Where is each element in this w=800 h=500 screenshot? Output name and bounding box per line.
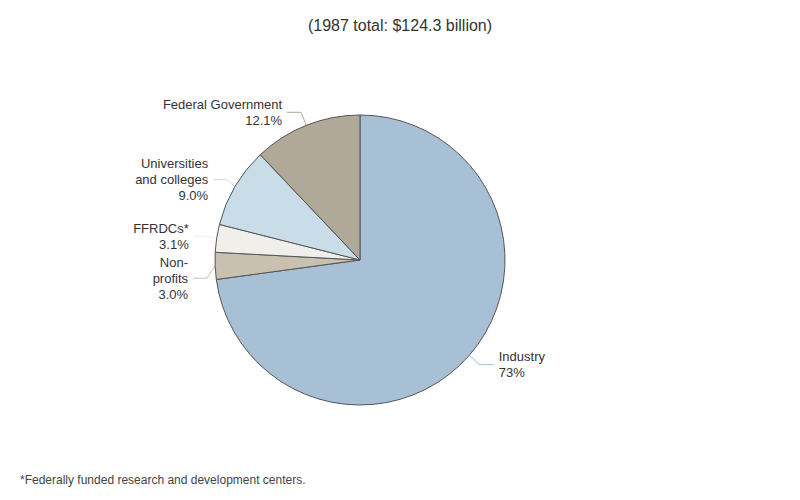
svg-text:*Federally funded research and: *Federally funded research and developme… xyxy=(20,473,306,487)
svg-text:Industry: Industry xyxy=(499,349,546,364)
svg-text:Universities: Universities xyxy=(141,156,209,171)
svg-text:Non-: Non- xyxy=(160,255,188,270)
svg-text:FFRDCs*: FFRDCs* xyxy=(133,221,189,236)
svg-text:12.1%: 12.1% xyxy=(245,113,282,128)
svg-text:and colleges: and colleges xyxy=(135,172,208,187)
svg-text:profits: profits xyxy=(153,271,189,286)
svg-text:(1987 total: $124.3 billion): (1987 total: $124.3 billion) xyxy=(308,17,492,34)
svg-text:3.1%: 3.1% xyxy=(159,237,189,252)
svg-text:Federal Government: Federal Government xyxy=(163,97,283,112)
svg-text:9.0%: 9.0% xyxy=(179,188,209,203)
svg-text:73%: 73% xyxy=(499,365,525,380)
svg-text:3.0%: 3.0% xyxy=(158,287,188,302)
